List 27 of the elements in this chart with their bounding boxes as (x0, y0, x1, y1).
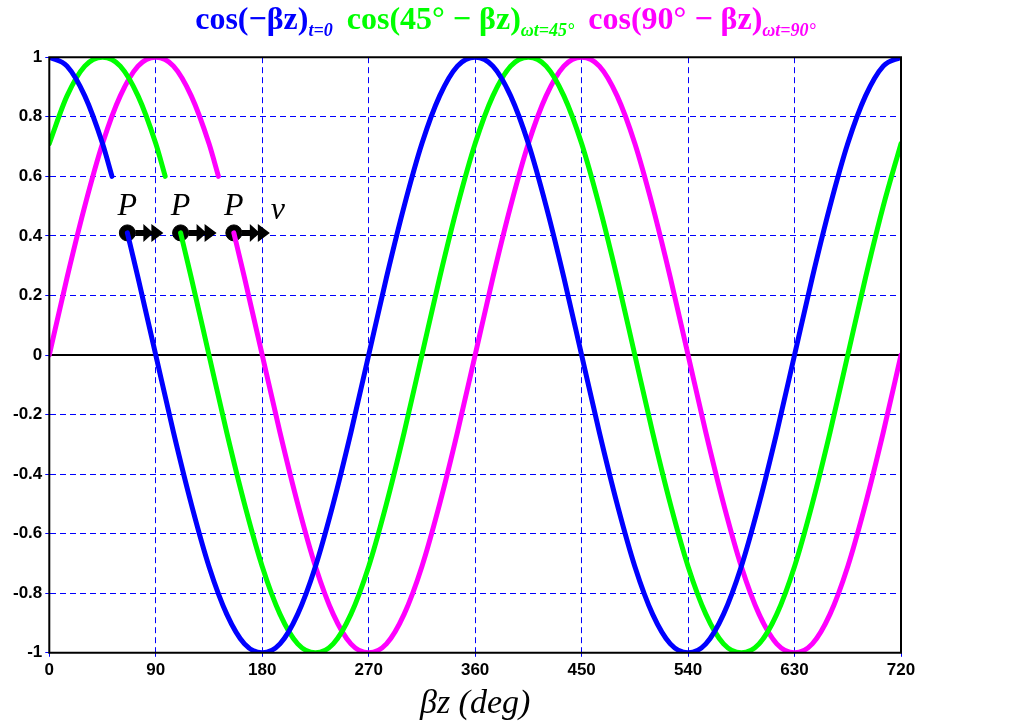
x-axis-title: βz (deg) (418, 682, 531, 721)
x-tick-label: 630 (780, 659, 809, 679)
x-tick-label: 360 (460, 659, 490, 679)
x-tick-label: 180 (248, 659, 277, 679)
series-label: cos(90° − βz)$_{ωt=90°}$ (588, 0, 816, 42)
x-tick-label: 90 (146, 659, 166, 679)
series-label: cos(45° − βz)$_{ωt=45°}$ (346, 0, 575, 42)
y-tick-label: -0.4 (13, 463, 43, 483)
y-tick-label: -0.2 (13, 404, 43, 424)
x-tick-label: 720 (886, 659, 916, 679)
y-tick-label: 0.4 (18, 225, 43, 245)
y-tick-label: 0.8 (18, 106, 43, 126)
y-tick-label: 1 (32, 46, 43, 66)
y-tick-label: -0.8 (13, 582, 43, 602)
y-tick-label: 0 (32, 344, 43, 364)
x-tick-label: 270 (354, 659, 383, 679)
y-tick-label: -1 (27, 642, 43, 662)
annotation: v (270, 190, 286, 227)
y-tick-label: 0.2 (18, 285, 43, 305)
series-label: cos(−βz)$_{t=0}$ (195, 0, 333, 42)
annotation: P (116, 186, 138, 223)
annotation: P (223, 186, 244, 223)
y-tick-label: -0.6 (13, 523, 43, 543)
x-tick-label: 450 (567, 659, 596, 679)
annotation: P (169, 186, 191, 223)
y-tick-label: 0.6 (18, 166, 43, 186)
x-tick-label: 540 (673, 659, 703, 679)
